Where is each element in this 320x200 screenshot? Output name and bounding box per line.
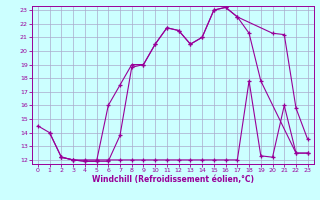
X-axis label: Windchill (Refroidissement éolien,°C): Windchill (Refroidissement éolien,°C) [92, 175, 254, 184]
